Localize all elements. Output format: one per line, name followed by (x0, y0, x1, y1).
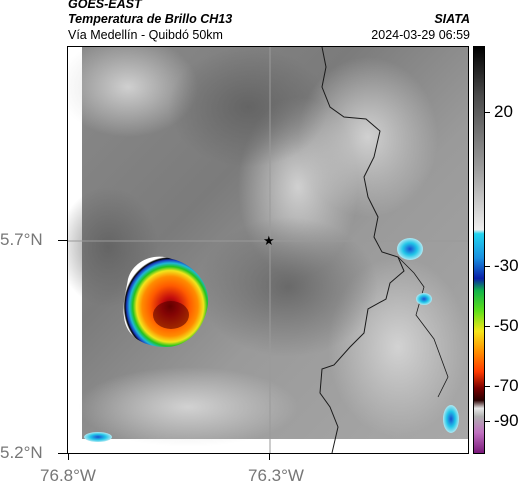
x-tick-mark (269, 454, 270, 460)
colorbar-tick (485, 112, 490, 113)
colorbar-label: 20 (494, 102, 513, 121)
colorbar-label: -90 (494, 411, 519, 430)
colorbar-tick (485, 266, 490, 267)
map-image: ★ (68, 47, 468, 453)
y-tick-label: 5.7°N (0, 230, 43, 249)
x-tick-label: 76.8°W (40, 466, 96, 485)
colorbar-label: -50 (494, 316, 519, 335)
y-tick-mark (58, 453, 67, 454)
x-tick-label: 76.3°W (248, 466, 304, 485)
y-tick-mark (58, 240, 67, 241)
timestamp-label: 2024-03-29 06:59 (371, 28, 470, 42)
colorbar-label: -70 (494, 376, 519, 395)
route-subtitle: Vía Medellín - Quibdó 50km (68, 28, 223, 42)
organization-label: SIATA (434, 12, 470, 26)
satellite-title: GOES-EAST (68, 0, 142, 11)
city-star-marker: ★ (263, 234, 275, 249)
colorbar-tick (485, 421, 490, 422)
colorbar-label: -30 (494, 256, 519, 275)
y-tick-label: 5.2°N (0, 443, 43, 462)
colorbar (473, 46, 485, 454)
colorbar-tick (485, 326, 490, 327)
satellite-map[interactable]: ★ (67, 46, 469, 454)
x-tick-mark (68, 454, 69, 460)
product-title: Temperatura de Brillo CH13 (68, 12, 233, 26)
colorbar-tick (485, 386, 490, 387)
